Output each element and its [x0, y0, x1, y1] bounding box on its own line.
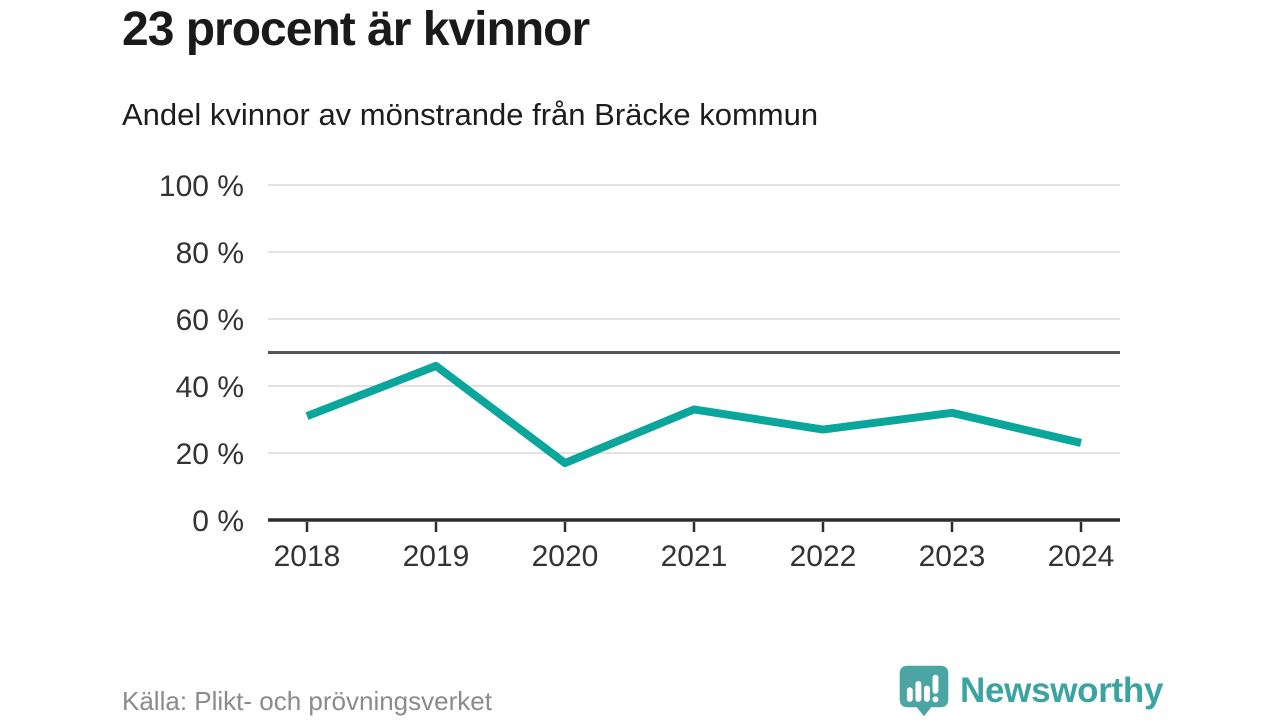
line-chart-svg: 0 % 20 % 40 % 60 % 80 % 100 % 2018 2019 2020 2021…	[159, 170, 1120, 573]
data-line	[305, 361, 1082, 468]
x-tick-label: 2023	[919, 540, 986, 573]
chart-subtitle: Andel kvinnor av mönstrande från Bräcke …	[122, 97, 819, 132]
x-tick-label: 2024	[1048, 540, 1115, 573]
y-tick-label: 40 %	[176, 371, 244, 404]
newsworthy-wordmark: Newsworthy	[960, 671, 1164, 710]
source-note: Källa: Plikt- och prövningsverket	[122, 686, 492, 716]
y-tick-label: 60 %	[176, 304, 244, 337]
line-chart: 0 % 20 % 40 % 60 % 80 % 100 % 2018 2019 2020 2021…	[0, 160, 1160, 590]
x-tick-label: 2020	[532, 540, 599, 573]
newsworthy-speech-bubble-chart-icon	[899, 665, 949, 717]
newsworthy-logo: Newsworthy	[897, 663, 1163, 719]
y-tick-label: 0 %	[192, 505, 244, 538]
y-tick-label: 80 %	[176, 237, 244, 270]
x-tick-label: 2021	[661, 540, 728, 573]
y-tick-label: 20 %	[176, 438, 244, 471]
x-tick-label: 2022	[790, 540, 857, 573]
x-tick-label: 2019	[403, 540, 470, 573]
page-title: 23 procent är kvinnor	[122, 3, 590, 56]
x-tick-label: 2018	[274, 540, 341, 573]
y-tick-label: 100 %	[159, 170, 244, 203]
